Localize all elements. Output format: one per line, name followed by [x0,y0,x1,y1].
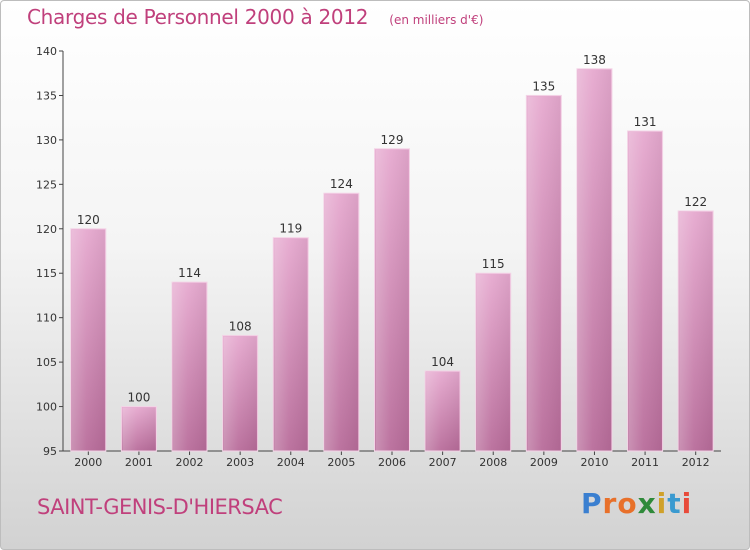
y-tick-label: 115 [36,267,57,280]
bar-shine [426,372,460,451]
x-tick-label: 2010 [580,456,608,469]
bar-shine [223,336,257,451]
value-label: 138 [583,53,606,67]
value-label: 108 [229,319,252,333]
bar-shine [375,149,409,451]
x-tick-label: 2000 [74,456,102,469]
proxiti-logo: Proxiti [581,487,692,520]
value-label: 129 [381,133,404,147]
x-tick-label: 2008 [479,456,507,469]
value-label: 124 [330,177,353,191]
value-label: 114 [178,266,201,280]
y-tick-label: 125 [36,178,57,191]
y-tick-label: 105 [36,356,57,369]
x-tick-label: 2007 [429,456,457,469]
labels: 120 100 114 108 119 124 129 104 115 135 138 131 122 [77,53,707,405]
chart-title: Charges de Personnel 2000 à 2012 [27,5,369,29]
y-tick-label: 135 [36,89,57,102]
bar-shine [173,283,207,451]
axes: 95 100 105 110 115 120 125 130 135 140 2000 2001 200… [36,45,721,469]
value-label: 115 [482,257,505,271]
value-label: 120 [77,213,100,227]
x-tick-label: 2002 [176,456,204,469]
x-tick-label: 2001 [125,456,153,469]
bar-shine [679,212,713,451]
x-tick-label: 2009 [530,456,558,469]
x-tick-label: 2004 [277,456,305,469]
logo-letter: t [667,487,682,520]
x-tick-label: 2006 [378,456,406,469]
bar-shine [71,229,105,451]
value-label: 131 [634,115,657,129]
value-label: 104 [431,355,454,369]
x-tick-label: 2005 [327,456,355,469]
value-label: 100 [127,391,150,405]
logo-letter: P [581,487,603,520]
y-tick-label: 95 [43,445,57,458]
bar-shine [628,132,662,451]
bar-shine [476,274,510,451]
logo-letter: o [617,487,638,520]
bar-shine [324,194,358,451]
logo-letter: r [602,487,618,520]
y-tick-label: 120 [36,223,57,236]
bar-shine [527,96,561,451]
value-label: 122 [684,195,707,209]
logo-letter: i [656,487,668,520]
y-tick-label: 110 [36,312,57,325]
commune-name: SAINT-GENIS-D'HIERSAC [37,495,283,519]
title-row: Charges de Personnel 2000 à 2012 (en mil… [27,5,483,29]
bar-shine [577,69,611,452]
bars [70,68,714,452]
y-tick-label: 100 [36,401,57,414]
logo-letter: i [681,487,693,520]
value-label: 135 [532,79,555,93]
logo-letter: x [637,487,657,520]
value-label: 119 [279,222,302,236]
y-tick-label: 140 [36,45,57,58]
x-tick-label: 2012 [682,456,710,469]
y-tick-label: 130 [36,134,57,147]
bar-shine [122,407,156,451]
bar-shine [274,238,308,451]
chart-subtitle: (en milliers d'€) [389,13,484,27]
x-tick-label: 2011 [631,456,659,469]
x-tick-label: 2003 [226,456,254,469]
